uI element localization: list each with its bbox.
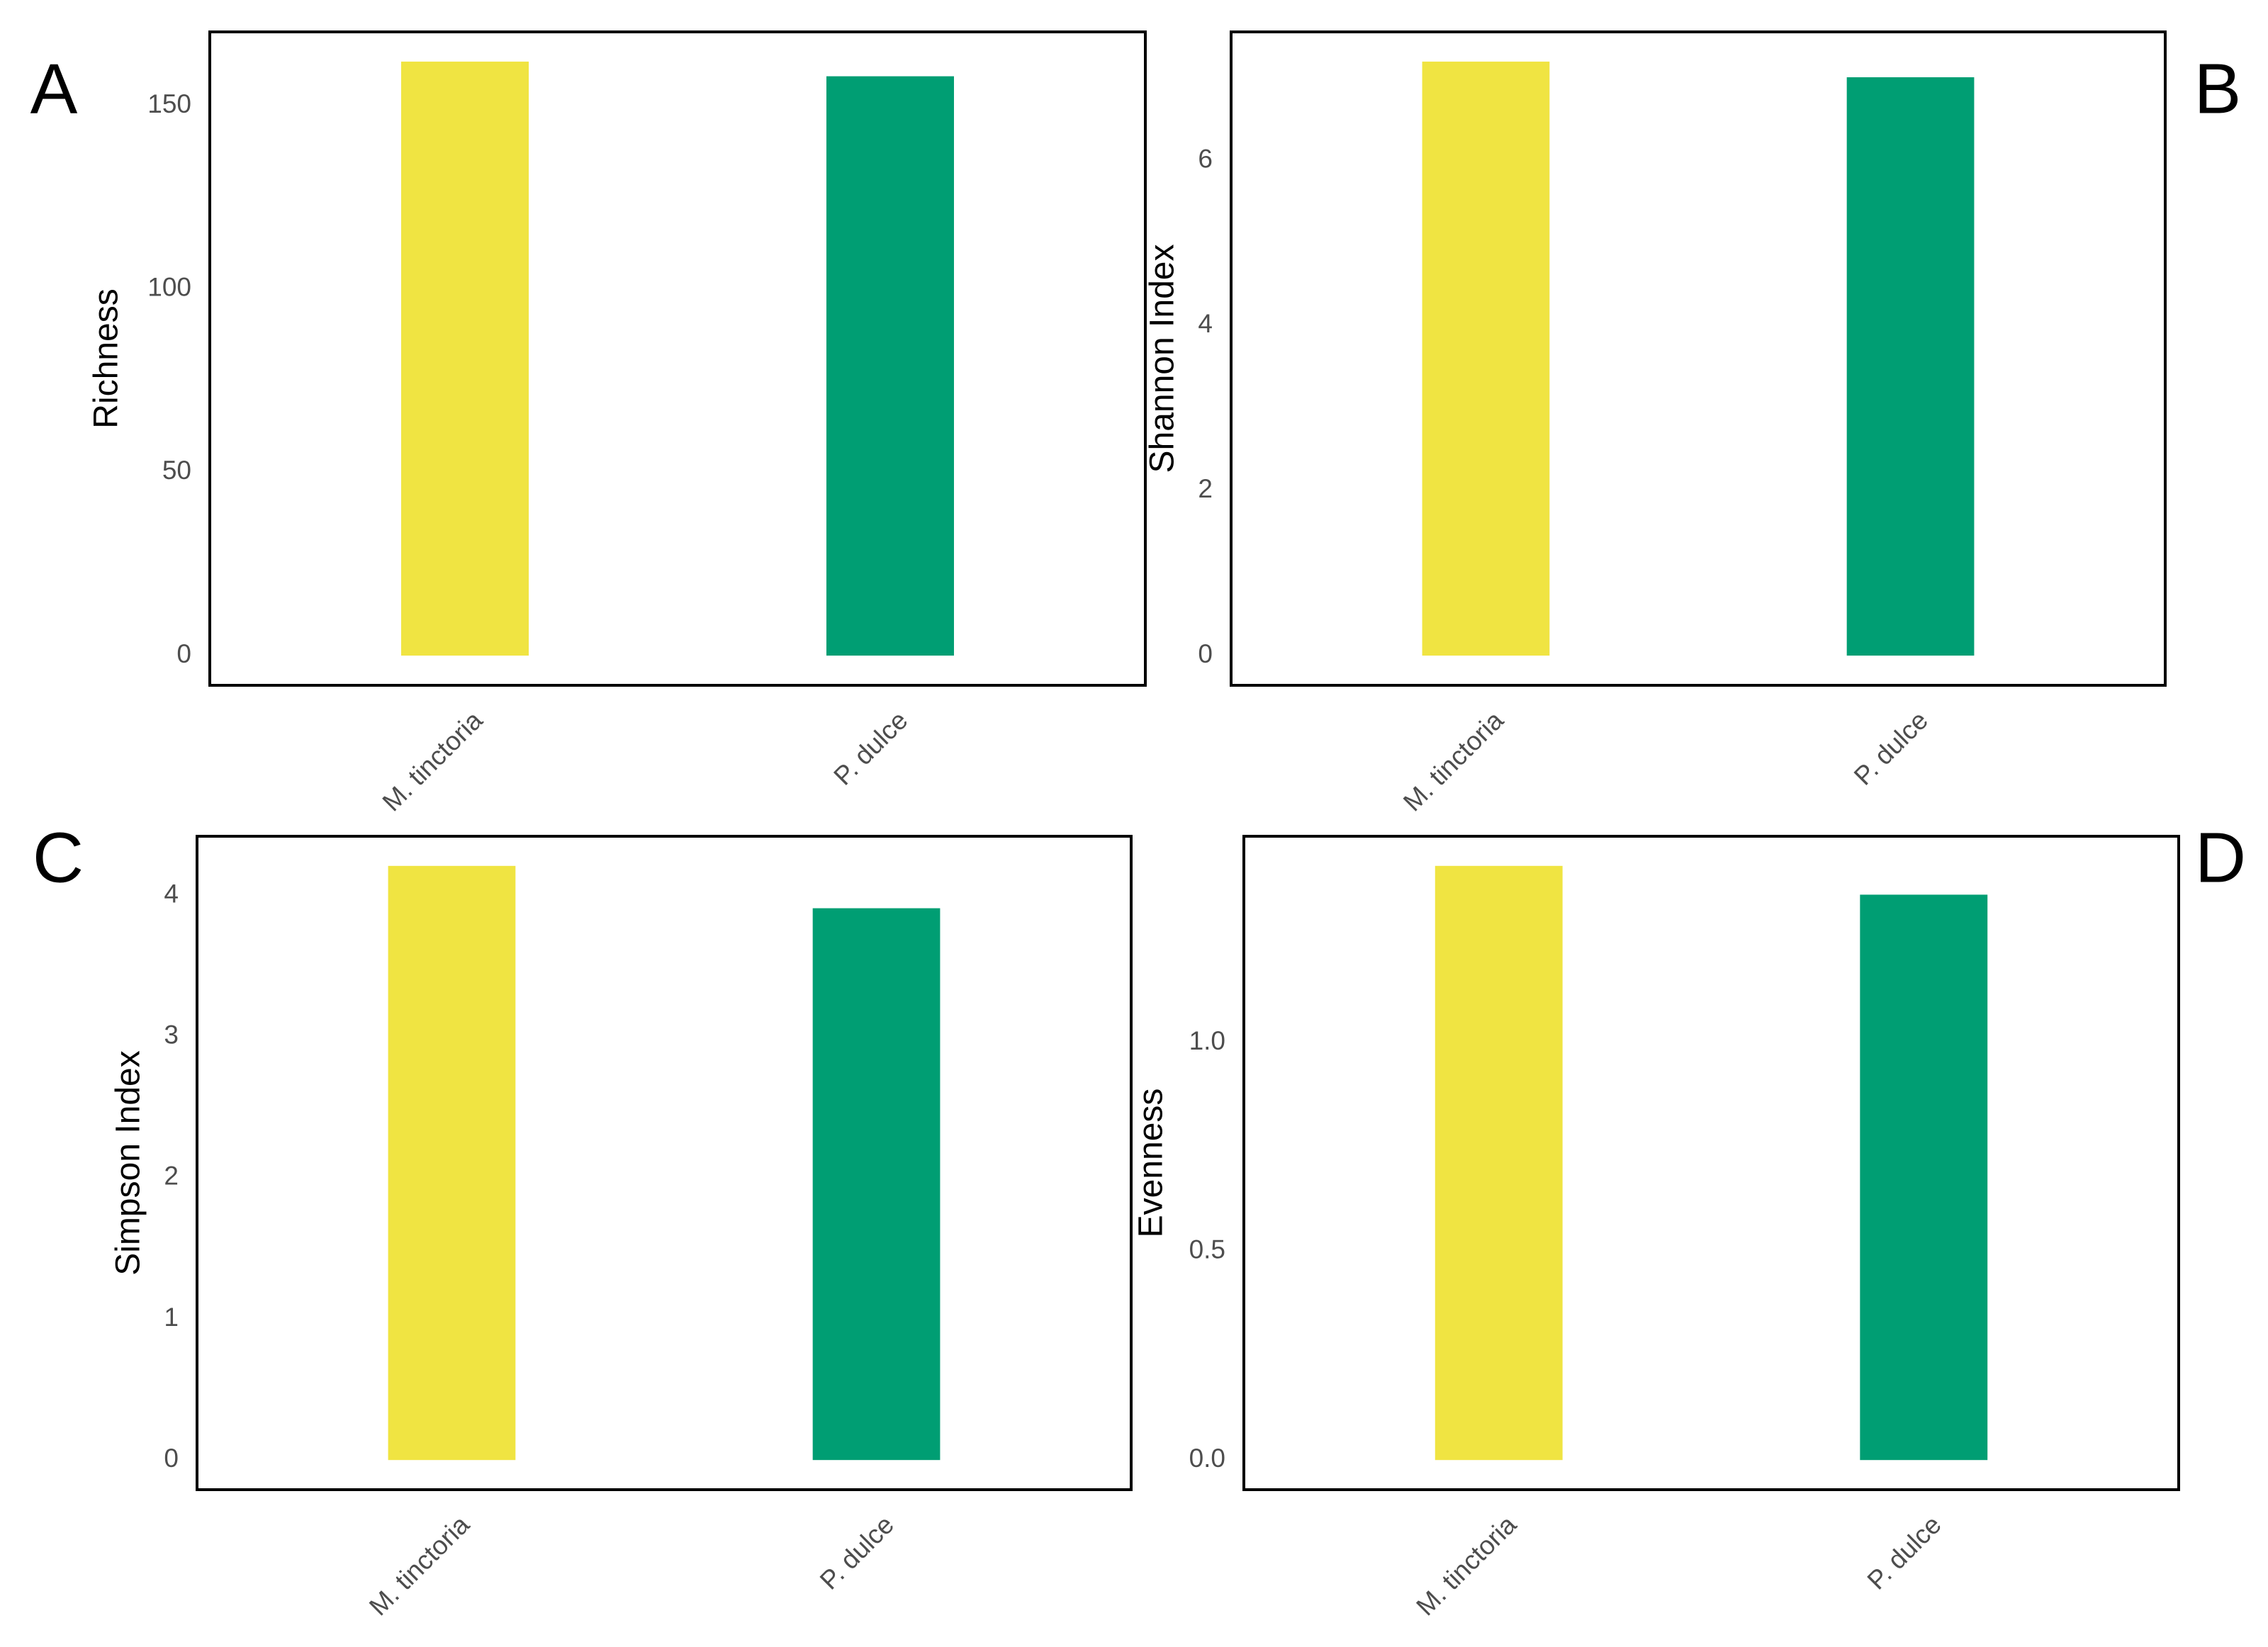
bar	[1860, 894, 1988, 1461]
bar	[388, 865, 516, 1461]
x-tick-label: P. dulce	[1848, 706, 1933, 791]
x-tick-label: P. dulce	[1862, 1510, 1947, 1595]
panel-border	[196, 835, 1133, 1491]
y-tick-label: 50	[162, 456, 191, 485]
panel-label: B	[2194, 49, 2242, 128]
y-axis-title: Shannon Index	[1144, 244, 1181, 473]
y-tick-label: 6	[1198, 144, 1213, 173]
y-tick-label: 0	[176, 639, 191, 668]
y-tick-label: 4	[1198, 309, 1213, 338]
panel-label: A	[30, 49, 78, 128]
y-tick-label: 0.5	[1189, 1235, 1225, 1264]
y-tick-label: 1.0	[1189, 1026, 1225, 1055]
x-tick-label: P. dulce	[828, 706, 913, 791]
x-tick-label: M. tinctoria	[1410, 1510, 1522, 1621]
x-tick-label: M. tinctoria	[364, 1510, 475, 1621]
y-tick-label: 3	[164, 1021, 179, 1050]
panel-label: C	[33, 818, 84, 897]
y-axis-title: Richness	[88, 288, 125, 428]
y-tick-label: 1	[164, 1303, 179, 1332]
x-tick-label: M. tinctoria	[377, 705, 488, 816]
x-tick-label: M. tinctoria	[1398, 705, 1509, 816]
y-tick-label: 4	[164, 879, 179, 908]
panel-border	[1242, 835, 2180, 1491]
bar	[1422, 61, 1550, 656]
y-tick-label: 2	[164, 1162, 179, 1191]
y-axis-title: Simpson Index	[110, 1050, 147, 1276]
y-tick-label: 0	[1198, 639, 1213, 668]
panel-border	[1230, 30, 2167, 687]
panel-border	[208, 30, 1147, 687]
y-tick-label: 2	[1198, 474, 1213, 503]
bar	[1846, 77, 1975, 656]
bar	[812, 908, 941, 1461]
y-tick-label: 0	[164, 1444, 179, 1473]
y-axis-title: Evenness	[1133, 1089, 1170, 1238]
y-tick-label: 0.0	[1189, 1444, 1225, 1473]
bar	[826, 76, 954, 656]
y-tick-label: 150	[147, 89, 191, 118]
bar	[1435, 865, 1563, 1461]
y-tick-label: 100	[147, 272, 191, 301]
x-tick-label: P. dulce	[814, 1510, 899, 1595]
panel-label: D	[2195, 818, 2246, 897]
bar	[401, 61, 529, 656]
